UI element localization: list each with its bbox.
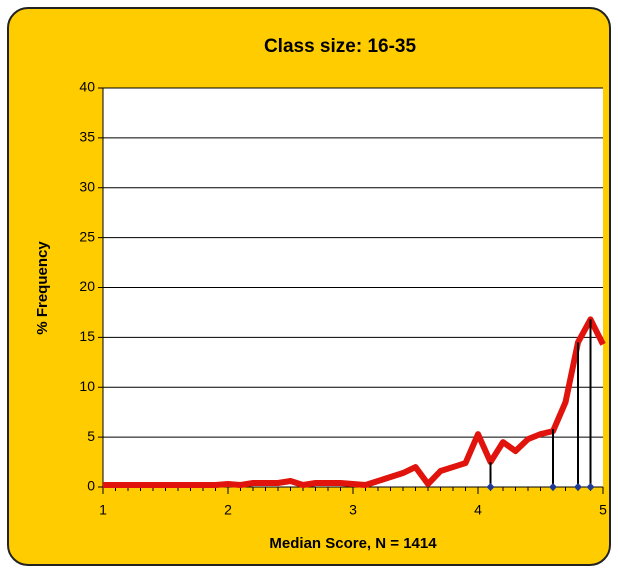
y-tick-label: 35 — [79, 129, 95, 145]
x-tick-label: 5 — [599, 502, 607, 518]
y-tick-label: 0 — [87, 478, 95, 494]
y-tick-label: 40 — [79, 79, 95, 95]
marker — [574, 483, 582, 491]
chart-title: Class size: 16-35 — [264, 36, 417, 57]
y-tick-label: 5 — [87, 428, 95, 444]
marker — [549, 483, 557, 491]
x-tick-label: 4 — [474, 502, 482, 518]
marker — [486, 483, 495, 491]
y-tick-label: 30 — [79, 178, 95, 194]
x-tick-label: 1 — [99, 502, 107, 518]
data-line — [103, 316, 606, 489]
x-tick-label: 2 — [224, 502, 232, 518]
y-tick-label: 20 — [79, 278, 95, 294]
y-axis-label: % Frequency — [34, 241, 51, 335]
y-tick-label: 10 — [79, 378, 95, 394]
y-tick-label: 15 — [79, 328, 95, 344]
x-tick-label: 3 — [349, 502, 357, 518]
y-tick-label: 25 — [79, 228, 95, 244]
x-axis-label: Median Score, N = 1414 — [269, 535, 437, 552]
marker — [586, 483, 595, 491]
